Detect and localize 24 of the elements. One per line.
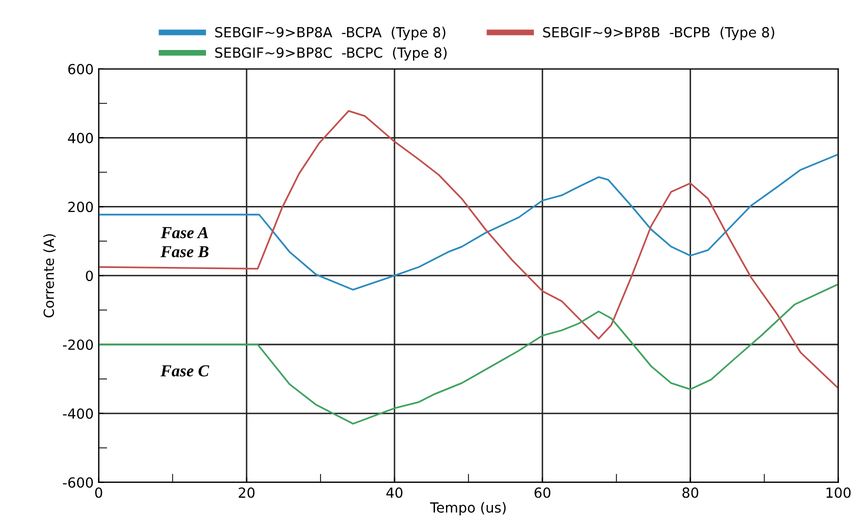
annotation: Fase B [160,246,208,258]
legend-label: SEBGIF~9>BP8A -BCPA (Type 8) [215,26,446,40]
legend-label: SEBGIF~9>BP8C -BCPC (Type 8) [215,47,447,61]
x-tick-label: 80 [682,487,698,498]
x-tick-label: 20 [238,487,255,498]
y-tick-label: 0 [86,270,93,282]
x-axis-title: Tempo (us) [430,502,506,516]
y-tick-label: -200 [62,339,93,350]
annotation: Fase A [160,227,208,238]
line-series [98,283,838,425]
y-tick-label: 200 [68,202,93,212]
x-tick-label: 60 [534,487,550,498]
y-tick-label: 400 [68,132,93,144]
legend-label: SEBGIF~9>BP8B -BCPB (Type 8) [543,26,774,40]
y-tick-label: -600 [62,477,93,488]
x-tick-label: 100 [826,487,851,498]
y-axis-title: Corrente (A) [43,234,56,318]
x-tick-label: 40 [386,487,402,498]
y-tick-label: -400 [62,408,93,419]
line-series [98,110,838,390]
x-tick-label: 0 [95,487,102,498]
y-tick-label: 600 [68,64,93,74]
annotation: Fase C [160,365,210,376]
line-series [98,154,838,291]
